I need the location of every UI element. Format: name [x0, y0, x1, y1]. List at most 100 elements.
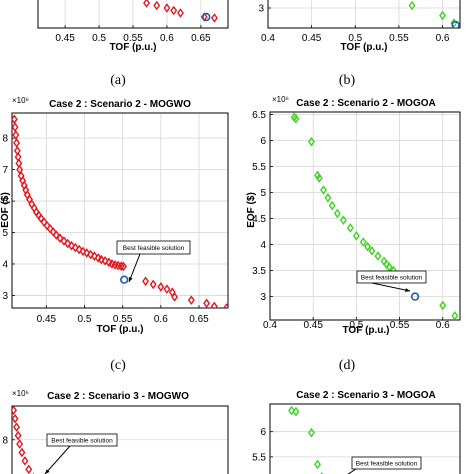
- data-point: [408, 0, 416, 11]
- data-point: [223, 303, 228, 308]
- x-axis-label: TOF (p.u.): [109, 42, 156, 53]
- data-series: [12, 406, 35, 474]
- data-point: [13, 422, 21, 432]
- best-solution-marker: [119, 275, 129, 284]
- data-point: [320, 185, 327, 195]
- x-tick-label: 0.55: [123, 33, 143, 44]
- data-point: [385, 262, 393, 272]
- data-point: [13, 138, 21, 148]
- x-tick-label: 0.6: [436, 33, 450, 44]
- x-tick-label: 0.5: [92, 33, 106, 44]
- data-point: [170, 5, 178, 16]
- x-tick-label: 0.45: [37, 314, 57, 325]
- data-point: [64, 238, 72, 249]
- plot-frame: [11, 112, 229, 309]
- data-series: [12, 114, 228, 308]
- caption-a: (a): [110, 73, 126, 88]
- data-point: [75, 244, 83, 255]
- plot-area: [270, 112, 460, 320]
- x-axis-label: TOF (p.u.): [342, 325, 389, 336]
- data-point: [163, 3, 171, 13]
- y-tick-label: 8: [2, 134, 8, 145]
- annotation-arrow: [128, 253, 141, 283]
- y-tick-label: 7: [2, 165, 8, 176]
- data-point: [324, 193, 332, 203]
- data-point: [71, 242, 79, 253]
- y-multiplier: ×10⁶: [12, 96, 29, 105]
- y-tick-label: 3: [260, 292, 266, 303]
- data-point: [187, 295, 195, 305]
- chart-panel-e: 8 Case 2 : Scenario 3 - MOGWO ×10⁶ Best fea…: [2, 389, 229, 474]
- x-axis-label: TOF (p.u.): [96, 324, 143, 335]
- x-tick-label: 0.6: [160, 33, 174, 44]
- y-tick-label: 5: [2, 228, 8, 239]
- data-point: [163, 284, 171, 294]
- data-point: [16, 164, 24, 175]
- data-point: [14, 430, 22, 441]
- best-solution-marker: [202, 12, 211, 22]
- data-point: [451, 311, 459, 320]
- plot-area: [268, 0, 460, 28]
- caption-d: (d): [339, 358, 356, 373]
- annotation-arrowhead: [405, 288, 410, 292]
- y-tick-label: 3: [258, 4, 264, 15]
- x-tick-label: 0.65: [191, 33, 211, 44]
- x-tick-label: 0.55: [113, 314, 133, 325]
- data-point: [364, 241, 372, 252]
- caption-c: (c): [110, 358, 126, 373]
- x-tick-label: 0.55: [389, 33, 409, 44]
- y-tick-label: 4: [2, 259, 8, 270]
- y-tick-label: 6: [260, 136, 266, 147]
- data-point: [142, 276, 150, 287]
- data-point: [328, 200, 336, 211]
- data-point: [90, 251, 98, 261]
- data-point: [374, 251, 382, 261]
- data-point: [314, 459, 321, 470]
- annotation-text: Best feasible solution: [361, 274, 423, 281]
- data-series: [143, 0, 218, 23]
- y-tick-label: 8: [2, 435, 8, 446]
- x-tick-label: 0.45: [302, 33, 322, 44]
- data-point: [12, 122, 19, 132]
- data-point: [143, 0, 151, 8]
- data-point: [288, 405, 296, 416]
- best-solution-marker: [451, 20, 460, 28]
- data-point: [308, 136, 315, 147]
- data-point: [79, 246, 87, 257]
- chart-panel-f: 5.5 6 Case 2 : Scenario 3 - MOGOA Best feas…: [252, 390, 461, 474]
- y-tick-label: 3: [2, 291, 8, 302]
- chart-title: Case 2 : Scenario 2 - MOGOA: [296, 98, 436, 109]
- data-point: [87, 249, 95, 260]
- x-tick-label: 0.5: [78, 314, 92, 325]
- y-multiplier: ×10⁶: [272, 95, 289, 104]
- x-tick-label: 0.45: [55, 33, 75, 44]
- y-tick-label: 5.5: [252, 162, 266, 173]
- annotation-arrow: [347, 468, 357, 474]
- chart-panel-a: 0.45 0.5 0.55 0.6 0.65 TOF (p.u.): [37, 0, 229, 53]
- x-tick-label: 0.5: [349, 320, 363, 331]
- caption-b: (b): [339, 73, 356, 88]
- annotation-box: [116, 240, 191, 255]
- x-tick-label: 0.6: [154, 314, 168, 325]
- data-series: [288, 405, 324, 474]
- data-point: [21, 456, 29, 466]
- chart-panel-b: 0.4 0.45 0.5 0.55 0.6 3 TOF (p.u.): [258, 0, 461, 53]
- data-point: [83, 248, 91, 258]
- data-point: [68, 240, 75, 251]
- y-tick-label: 6: [2, 197, 8, 208]
- annotation-text: Best feasible solution: [123, 245, 185, 252]
- plot-frame: [269, 111, 461, 321]
- data-point: [97, 254, 105, 265]
- chart-panel-d: 0.4 0.45 0.5 0.55 0.6 3 3.5 4 4.5 5 5.5 6 6.5 Case 2 …: [246, 95, 461, 336]
- annotation-box: [46, 433, 118, 447]
- annotation-arrowhead: [45, 469, 50, 474]
- x-tick-label: 0.65: [189, 314, 209, 325]
- data-point: [25, 464, 33, 474]
- chart-title: Case 2 : Scenario 2 - MOGWO: [49, 99, 191, 110]
- y-tick-label: 5.5: [252, 452, 266, 463]
- data-point: [210, 13, 218, 23]
- y-axis-label: EOF ($): [246, 192, 257, 228]
- data-point: [149, 279, 157, 290]
- x-tick-label: 0.55: [390, 320, 410, 331]
- data-point: [157, 282, 165, 292]
